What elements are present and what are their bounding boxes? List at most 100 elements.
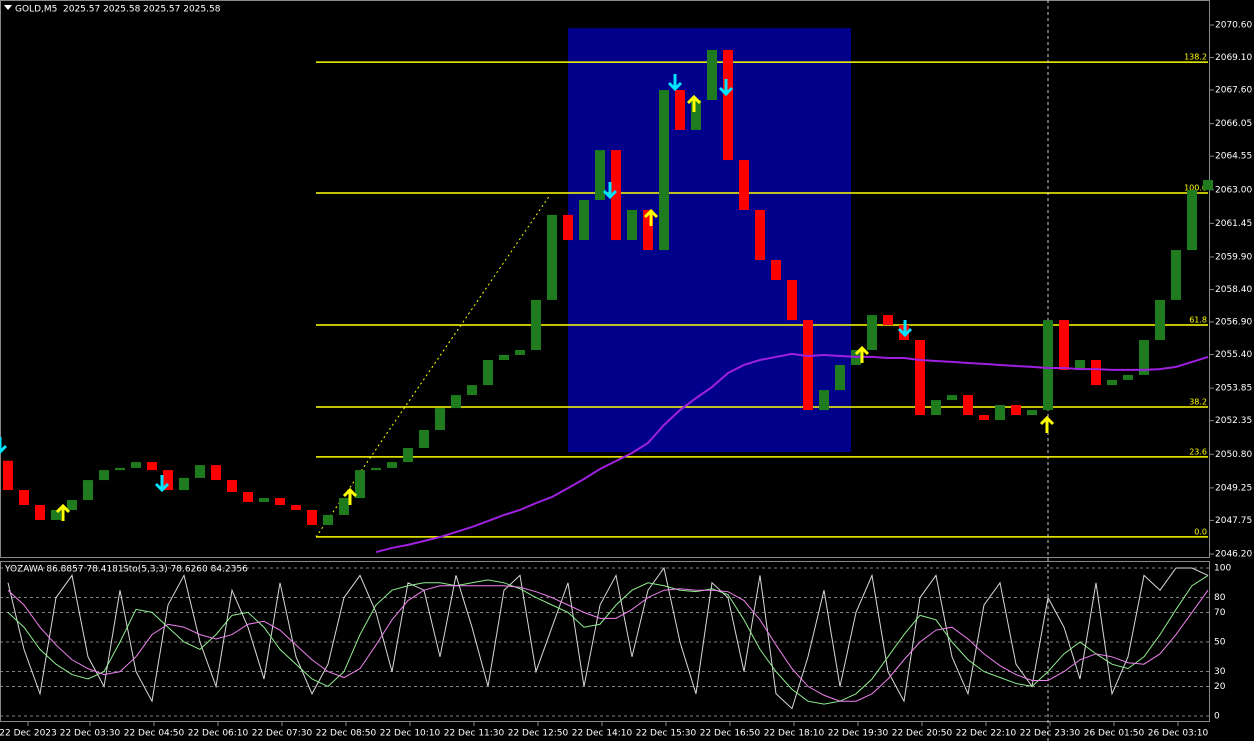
bar (1059, 320, 1069, 370)
bar (131, 462, 141, 468)
bar (147, 462, 157, 471)
x-tick-label: 22 Dec 03:30 (60, 729, 121, 739)
bar (691, 100, 701, 130)
fib-label: 61.8 (1189, 316, 1207, 325)
bar (739, 160, 749, 210)
indicator-1: YOZAWA 86.8857 78.4181 (4, 565, 124, 575)
bar (643, 209, 653, 251)
y-tick-label: 2053.85 (1215, 384, 1252, 394)
oscillator-line (7, 585, 1209, 702)
bar (1171, 250, 1181, 300)
bar (563, 214, 573, 241)
x-tick-label: 22 Dec 16:50 (700, 729, 761, 739)
bar (867, 315, 877, 350)
bar (99, 470, 109, 481)
buy-arrow (686, 94, 702, 112)
bar (931, 400, 941, 416)
y-tick-label: 2070.60 (1215, 21, 1252, 31)
bar (1123, 374, 1133, 380)
x-tick-label: 22 Dec 23:30 (1020, 729, 1081, 739)
fib-label: 38.2 (1189, 398, 1207, 407)
x-tick-label: 26 Dec 01:50 (1084, 729, 1145, 739)
bar (595, 150, 605, 200)
bar (707, 49, 717, 101)
bar (275, 498, 285, 506)
bar (659, 90, 669, 251)
y-tick-label: 70 (1214, 608, 1226, 618)
bar (403, 447, 413, 463)
x-tick-label: 22 Dec 22:10 (956, 729, 1017, 739)
y-tick-label: 2050.80 (1215, 450, 1252, 460)
bar (1187, 189, 1197, 251)
sell-arrow (154, 475, 170, 493)
bar (611, 150, 621, 241)
sell-arrow (0, 437, 8, 455)
x-tick-label: 22 Dec 10:10 (380, 729, 441, 739)
bar (803, 320, 813, 411)
bar (499, 354, 509, 360)
oscillator-line (7, 574, 1209, 705)
y-tick-label: 2055.40 (1215, 350, 1252, 360)
menu-triangle[interactable] (4, 5, 12, 10)
bar (1139, 340, 1149, 375)
y-tick-label: 50 (1214, 638, 1226, 648)
bar (35, 505, 45, 520)
moving-average (375, 352, 1209, 554)
buy-arrow (643, 208, 659, 226)
sell-arrow (718, 79, 734, 97)
bar (1011, 405, 1021, 416)
x-tick-label: 22 Dec 20:50 (892, 729, 953, 739)
x-tick-label: 22 Dec 12:50 (508, 729, 569, 739)
bar (1107, 379, 1117, 386)
bar (947, 395, 957, 401)
bar (195, 465, 205, 478)
bar (1027, 410, 1037, 416)
bar (19, 490, 29, 506)
bar (339, 498, 349, 515)
buy-arrow (1039, 415, 1055, 433)
x-tick-label: 22 Dec 06:10 (188, 729, 249, 739)
y-tick-label: 20 (1214, 682, 1226, 692)
bar (675, 90, 685, 130)
x-tick-label: 22 Dec 18:10 (764, 729, 825, 739)
bar (963, 395, 973, 416)
bar (835, 364, 845, 391)
bar (467, 385, 477, 396)
fib-trend (315, 194, 551, 538)
fib-label: 0.0 (1194, 527, 1207, 536)
bar (291, 505, 301, 510)
bar (995, 405, 1005, 421)
buy-arrow (854, 345, 870, 363)
bar (435, 408, 445, 430)
bar (627, 209, 637, 241)
y-tick-label: 0 (1214, 712, 1220, 722)
buy-arrow (55, 503, 71, 521)
bar (883, 315, 893, 326)
buy-arrow (342, 487, 358, 505)
x-tick-label: 26 Dec 03:10 (1148, 729, 1209, 739)
bar (723, 49, 733, 161)
y-tick-label: 30 (1214, 667, 1226, 677)
bar (979, 415, 989, 421)
bar (355, 470, 365, 499)
bar (1155, 299, 1165, 341)
fib-label: 138.2 (1184, 53, 1207, 62)
bar (547, 214, 557, 300)
bar (419, 429, 429, 448)
bar (259, 498, 269, 502)
y-tick-label: 2059.90 (1215, 252, 1252, 262)
bar (323, 514, 333, 525)
bar (3, 460, 13, 491)
bar (211, 465, 221, 481)
bar (579, 199, 589, 241)
x-tick-label: 22 Dec 2023 (0, 729, 57, 739)
bar (83, 480, 93, 501)
x-tick-label: 22 Dec 08:50 (316, 729, 377, 739)
sub-frame (0, 561, 1210, 722)
bar (371, 467, 381, 471)
bar (51, 509, 61, 520)
y-tick-label: 100 (1214, 564, 1231, 574)
bar (1043, 320, 1053, 411)
y-tick-label: 2061.45 (1215, 219, 1252, 229)
